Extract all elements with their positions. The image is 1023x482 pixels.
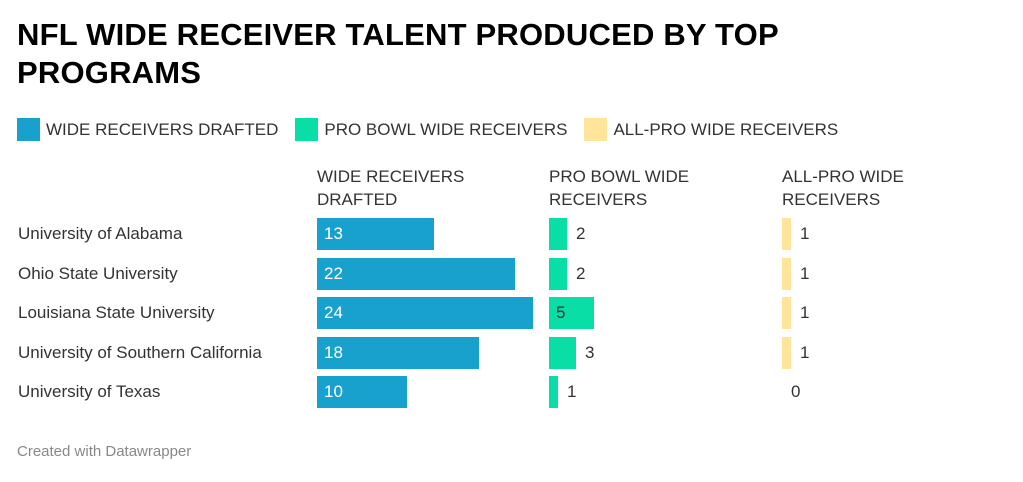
data-label-pro-bowl-wide-receivers-louisiana-state-university: 5 [556, 303, 566, 322]
bar-pro-bowl-wide-receivers-ohio-state-university [549, 258, 567, 290]
data-label-all-pro-wide-receivers-ohio-state-university: 1 [800, 264, 810, 283]
chart-title: NFL WIDE RECEIVER TALENT PRODUCED BY TOP… [17, 17, 779, 90]
bar-wide-receivers-drafted-university-of-alabama [317, 218, 434, 250]
footer-credit: Created with Datawrapper [17, 443, 192, 460]
bar-pro-bowl-wide-receivers-louisiana-state-university [549, 297, 594, 329]
data-label-wide-receivers-drafted-university-of-southern-california: 18 [324, 343, 343, 362]
bar-pro-bowl-wide-receivers-university-of-alabama [549, 218, 567, 250]
row-label-university-of-texas: University of Texas [18, 382, 161, 401]
bar-wide-receivers-drafted-ohio-state-university [317, 258, 515, 290]
data-label-wide-receivers-drafted-university-of-texas: 10 [324, 382, 343, 401]
row-label-university-of-alabama: University of Alabama [18, 224, 183, 243]
data-label-pro-bowl-wide-receivers-university-of-alabama: 2 [576, 224, 586, 243]
data-label-all-pro-wide-receivers-louisiana-state-university: 1 [800, 303, 810, 322]
bar-all-pro-wide-receivers-louisiana-state-university [782, 297, 791, 329]
data-label-wide-receivers-drafted-ohio-state-university: 22 [324, 264, 343, 283]
legend-item-all-pro: ALL-PRO WIDE RECEIVERS [584, 118, 838, 141]
legend-label-drafted: WIDE RECEIVERS DRAFTED [46, 119, 279, 139]
legend-label-pro-bowl: PRO BOWL WIDE RECEIVERS [324, 119, 568, 139]
bar-all-pro-wide-receivers-university-of-alabama [782, 218, 791, 250]
bar-all-pro-wide-receivers-university-of-southern-california [782, 337, 791, 369]
row-label-university-of-southern-california: University of Southern California [18, 343, 262, 362]
data-label-wide-receivers-drafted-louisiana-state-university: 24 [324, 303, 343, 322]
data-label-all-pro-wide-receivers-university-of-alabama: 1 [800, 224, 810, 243]
legend-item-drafted: WIDE RECEIVERS DRAFTED [17, 118, 278, 141]
data-label-all-pro-wide-receivers-university-of-texas: 0 [791, 382, 801, 401]
legend-label-all-pro: ALL-PRO WIDE RECEIVERS [613, 119, 839, 139]
legend-swatch-all-pro [584, 118, 608, 141]
legend-swatch-drafted [17, 118, 40, 141]
data-label-pro-bowl-wide-receivers-university-of-southern-california: 3 [585, 343, 595, 362]
data-label-all-pro-wide-receivers-university-of-southern-california: 1 [800, 343, 810, 362]
row-label-ohio-state-university: Ohio State University [18, 264, 178, 283]
bar-pro-bowl-wide-receivers-university-of-southern-california [549, 337, 576, 369]
row-label-louisiana-state-university: Louisiana State University [18, 303, 215, 322]
column-header-all-pro: ALL-PRO WIDE RECEIVERS [782, 167, 904, 209]
bar-pro-bowl-wide-receivers-university-of-texas [549, 376, 558, 408]
bar-wide-receivers-drafted-louisiana-state-university [317, 297, 533, 329]
data-label-wide-receivers-drafted-university-of-alabama: 13 [324, 224, 343, 243]
data-label-pro-bowl-wide-receivers-university-of-texas: 1 [567, 382, 577, 401]
bar-wide-receivers-drafted-university-of-texas [317, 376, 407, 408]
data-label-pro-bowl-wide-receivers-ohio-state-university: 2 [576, 264, 586, 283]
column-header-pro-bowl: PRO BOWL WIDE RECEIVERS [549, 167, 690, 209]
bar-wide-receivers-drafted-university-of-southern-california [317, 337, 479, 369]
legend: WIDE RECEIVERS DRAFTED PRO BOWL WIDE REC… [17, 118, 855, 141]
column-header-drafted: WIDE RECEIVERS DRAFTED [317, 167, 465, 209]
legend-swatch-pro-bowl [295, 118, 319, 141]
bar-all-pro-wide-receivers-ohio-state-university [782, 258, 791, 290]
legend-item-pro-bowl: PRO BOWL WIDE RECEIVERS [295, 118, 567, 141]
